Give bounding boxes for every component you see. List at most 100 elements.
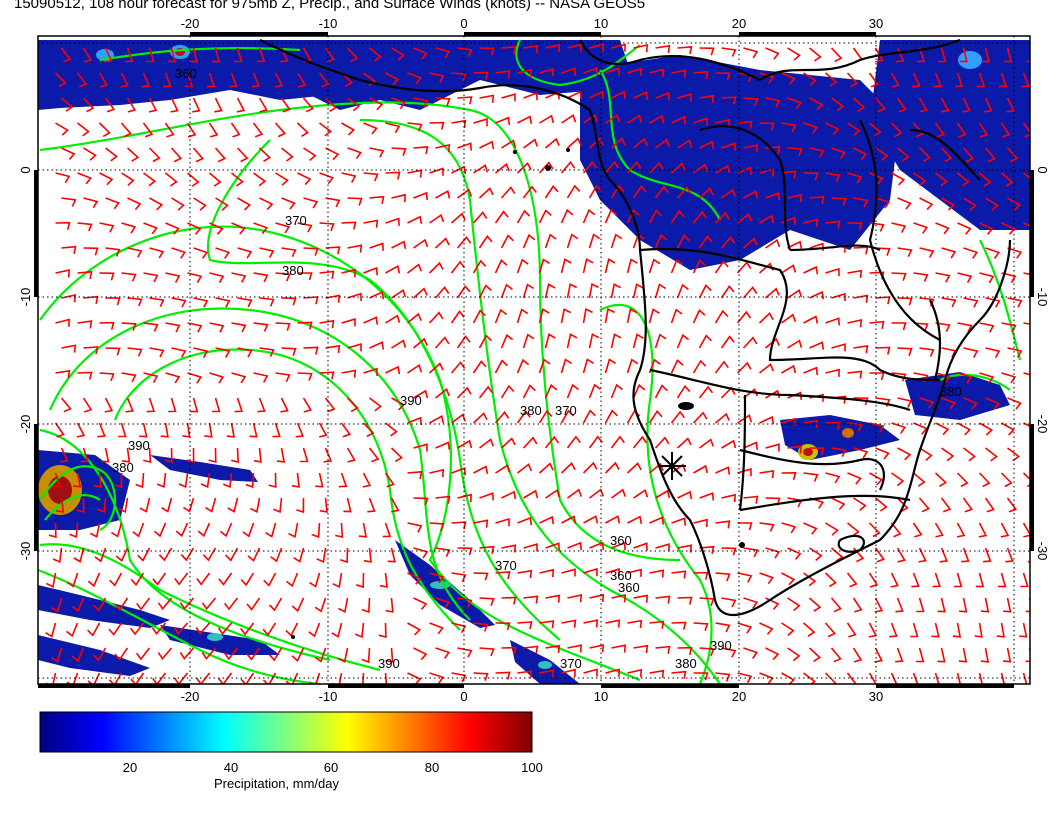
wind-barb (743, 647, 759, 659)
wind-barb (891, 322, 907, 331)
wind-barb (1005, 547, 1014, 563)
wind-barb (274, 122, 287, 138)
wind-barb (611, 43, 626, 52)
wind-barb (998, 72, 1008, 88)
wind-barb (407, 672, 422, 684)
wind-barb (611, 593, 627, 603)
wind-barb (1007, 447, 1021, 462)
wind-barb (803, 218, 818, 227)
wind-barb (501, 490, 517, 500)
lon-ticks-bottom: -20 -10 0 10 20 30 (181, 689, 884, 704)
wind-barb (693, 117, 708, 126)
wind-barb (253, 372, 269, 383)
wind-barb (676, 333, 690, 349)
wind-barb (114, 647, 129, 661)
wind-barb (522, 283, 535, 299)
wind-barb (347, 292, 362, 302)
wind-barb (758, 311, 774, 324)
wind-barb (677, 544, 693, 553)
wind-barb (209, 372, 225, 384)
wind-barb (539, 568, 555, 578)
wind-barb (171, 247, 187, 259)
wind-barb (759, 415, 775, 425)
wind-barb (385, 217, 400, 226)
wind-barb (130, 572, 145, 587)
wind-barb (275, 172, 289, 186)
wind-barb (897, 247, 913, 258)
wind-barb (76, 72, 88, 88)
wind-barb (479, 140, 495, 150)
wind-barb (671, 570, 687, 579)
wind-barb (566, 383, 579, 399)
wind-barb (919, 447, 933, 461)
wind-barb (743, 144, 759, 153)
wind-barb (743, 597, 759, 609)
wind-barb (853, 344, 869, 354)
wind-barb (240, 572, 255, 587)
wind-barb (93, 472, 102, 488)
colorbar-tick: 100 (521, 760, 543, 775)
wind-barb (450, 212, 466, 224)
wind-barb (189, 397, 199, 413)
wind-barb (803, 315, 819, 324)
wind-barb (649, 114, 665, 124)
wind-barb (787, 240, 803, 250)
wind-barb (825, 172, 841, 183)
wind-barb (180, 547, 195, 562)
wind-barb (347, 97, 361, 112)
wind-barb (759, 214, 775, 224)
wind-barb (110, 522, 123, 538)
wind-barb (676, 186, 692, 199)
wind-barb (268, 597, 283, 612)
wind-barb (472, 412, 488, 424)
wind-barb (802, 622, 816, 637)
wind-barb (429, 72, 445, 83)
wind-barb (319, 319, 335, 329)
wind-barb (633, 644, 649, 654)
wind-barb (368, 447, 380, 463)
wind-barb (429, 468, 445, 478)
wind-barb (50, 647, 63, 663)
wind-barb (517, 516, 533, 526)
wind-barb (516, 258, 529, 274)
wind-barb (516, 308, 529, 324)
wind-barb (582, 409, 596, 424)
wind-barb (890, 572, 899, 588)
wind-barb (1000, 672, 1005, 684)
wind-barb (275, 372, 291, 383)
wind-barb (918, 147, 932, 162)
wind-barb (831, 343, 846, 352)
wind-barb (54, 72, 67, 88)
wind-barb (648, 308, 660, 324)
wind-barb (319, 172, 334, 185)
wind-barb (55, 269, 71, 278)
wind-barb (369, 397, 383, 412)
wind-barb (450, 310, 465, 324)
wind-barb (316, 547, 327, 563)
wind-barb (720, 335, 735, 349)
wind-barb (451, 622, 467, 633)
wind-barb (494, 410, 510, 424)
wind-barb (137, 547, 151, 562)
wind-barb (891, 272, 907, 281)
wind-barb (897, 297, 913, 306)
wind-barb (721, 597, 737, 608)
wind-barb (985, 197, 999, 211)
wind-barb (99, 172, 114, 186)
wind-barb (963, 247, 979, 259)
wind-barbs (45, 43, 1030, 684)
wind-barb (913, 322, 929, 332)
wind-barb (1000, 172, 1014, 187)
wind-barb (318, 72, 330, 88)
wind-barb (692, 308, 706, 324)
wind-barb (715, 164, 731, 174)
wind-barb (648, 409, 663, 424)
wind-barb (363, 72, 377, 87)
wind-barb (676, 437, 692, 449)
wind-barb (77, 172, 92, 185)
wind-barb (737, 166, 753, 175)
wind-barb (787, 445, 803, 454)
wind-barb (957, 222, 972, 235)
wind-barb (157, 647, 173, 661)
wind-barb (341, 369, 357, 378)
